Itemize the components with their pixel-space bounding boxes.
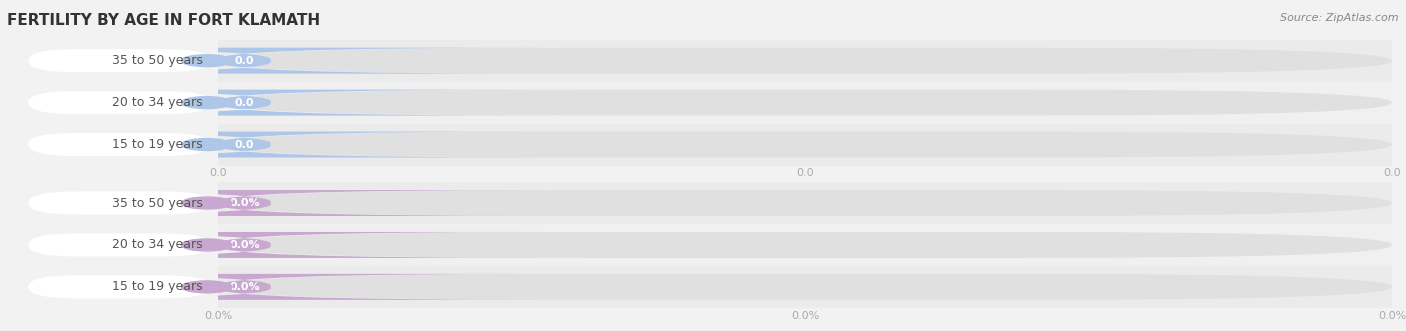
Text: 20 to 34 years: 20 to 34 years [112, 96, 202, 109]
Text: 0.0%: 0.0% [229, 198, 260, 208]
FancyBboxPatch shape [218, 40, 1392, 82]
FancyBboxPatch shape [0, 274, 546, 300]
FancyBboxPatch shape [218, 266, 1392, 308]
FancyBboxPatch shape [218, 131, 1392, 158]
FancyBboxPatch shape [0, 48, 546, 74]
Text: 0.0%: 0.0% [229, 282, 260, 292]
FancyBboxPatch shape [0, 90, 546, 116]
Text: 20 to 34 years: 20 to 34 years [112, 238, 202, 252]
FancyBboxPatch shape [218, 90, 1392, 116]
Text: 15 to 19 years: 15 to 19 years [112, 280, 202, 293]
Text: 0.0: 0.0 [235, 98, 254, 108]
Text: 35 to 50 years: 35 to 50 years [111, 197, 202, 210]
FancyBboxPatch shape [218, 232, 1392, 258]
Text: FERTILITY BY AGE IN FORT KLAMATH: FERTILITY BY AGE IN FORT KLAMATH [7, 13, 321, 28]
FancyBboxPatch shape [218, 82, 1392, 123]
FancyBboxPatch shape [218, 274, 1392, 300]
Text: 0.0: 0.0 [235, 140, 254, 150]
Text: 0.0%: 0.0% [229, 240, 260, 250]
FancyBboxPatch shape [0, 190, 546, 216]
Text: 35 to 50 years: 35 to 50 years [111, 54, 202, 67]
FancyBboxPatch shape [218, 48, 1392, 74]
FancyBboxPatch shape [218, 182, 1392, 224]
FancyBboxPatch shape [0, 131, 546, 158]
Text: 15 to 19 years: 15 to 19 years [112, 138, 202, 151]
Text: 0.0: 0.0 [235, 56, 254, 66]
Text: Source: ZipAtlas.com: Source: ZipAtlas.com [1281, 13, 1399, 23]
FancyBboxPatch shape [218, 190, 1392, 216]
FancyBboxPatch shape [218, 123, 1392, 166]
FancyBboxPatch shape [218, 224, 1392, 266]
FancyBboxPatch shape [0, 232, 546, 258]
